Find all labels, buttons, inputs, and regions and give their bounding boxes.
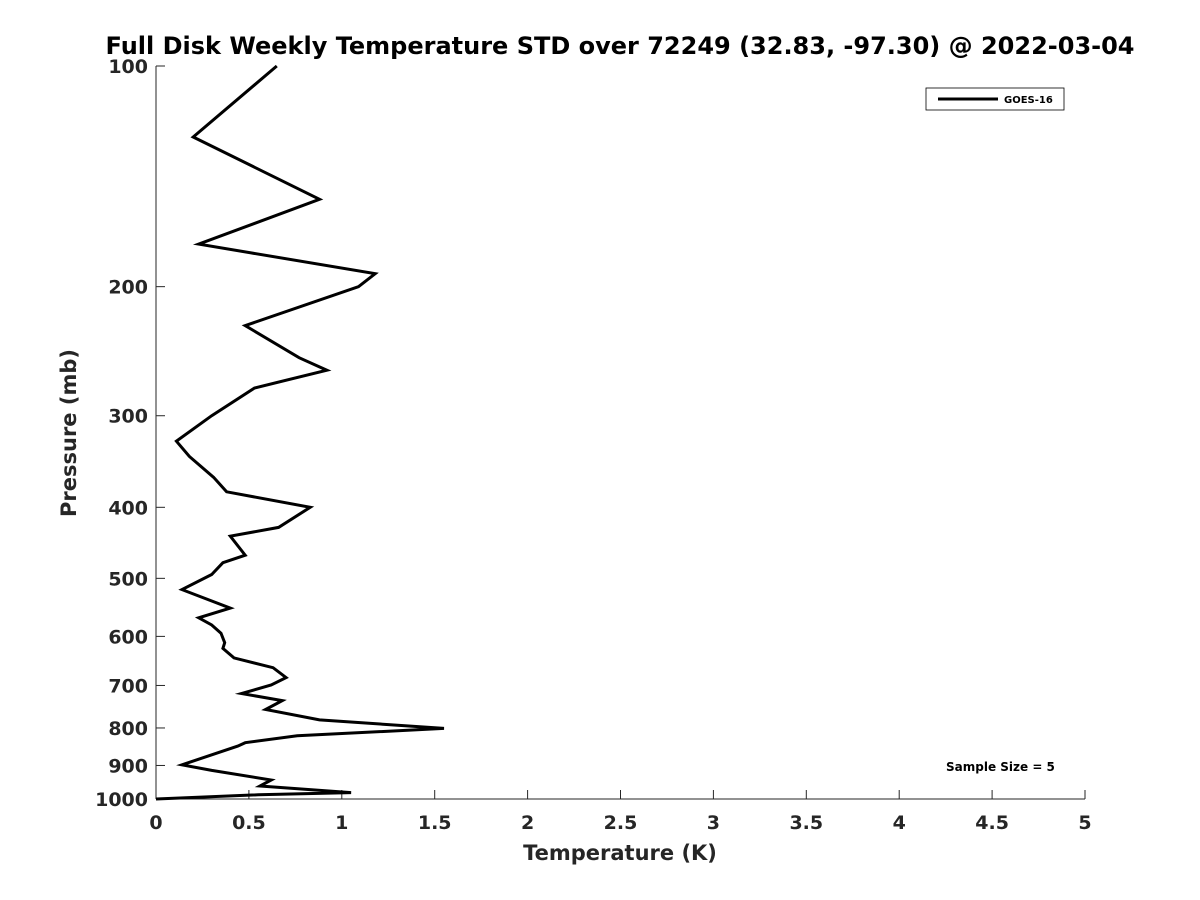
y-tick-label: 1000: [95, 789, 148, 811]
x-tick-label: 1: [335, 812, 348, 834]
series-group: [155, 64, 445, 801]
y-tick-label: 600: [108, 626, 148, 648]
y-tick-label: 700: [108, 675, 148, 697]
series-line-goes-16: [155, 64, 445, 801]
x-tick-label: 3.5: [789, 812, 823, 834]
x-tick-label: 1.5: [418, 812, 452, 834]
sample-size-annotation: Sample Size = 5: [946, 760, 1055, 774]
y-tick-label: 200: [108, 277, 148, 299]
y-tick-label: 100: [108, 56, 148, 78]
y-ticks: 100 200 300 400 500 600 700 800 900 1000: [95, 56, 165, 811]
x-ticks: 0 0.5 1 1.5 2 2.5 3 3.5 4 4.5 5: [149, 790, 1092, 834]
y-tick-label: 500: [108, 568, 148, 590]
x-tick-label: 4: [893, 812, 906, 834]
y-tick-label: 400: [108, 497, 148, 519]
x-tick-label: 2: [521, 812, 534, 834]
x-tick-label: 5: [1078, 812, 1091, 834]
y-tick-label: 900: [108, 755, 148, 777]
x-tick-label: 3: [707, 812, 720, 834]
y-tick-label: 800: [108, 718, 148, 740]
x-tick-label: 0.5: [232, 812, 266, 834]
x-tick-label: 4.5: [975, 812, 1009, 834]
y-axis-label: Pressure (mb): [57, 349, 81, 517]
x-axis-label: Temperature (K): [523, 841, 717, 865]
x-tick-label: 2.5: [604, 812, 638, 834]
legend-label-goes-16: GOES-16: [1004, 95, 1053, 106]
x-tick-label: 0: [149, 812, 162, 834]
legend: GOES-16: [925, 87, 1065, 111]
chart-title: Full Disk Weekly Temperature STD over 72…: [106, 32, 1135, 60]
y-tick-label: 300: [108, 406, 148, 428]
